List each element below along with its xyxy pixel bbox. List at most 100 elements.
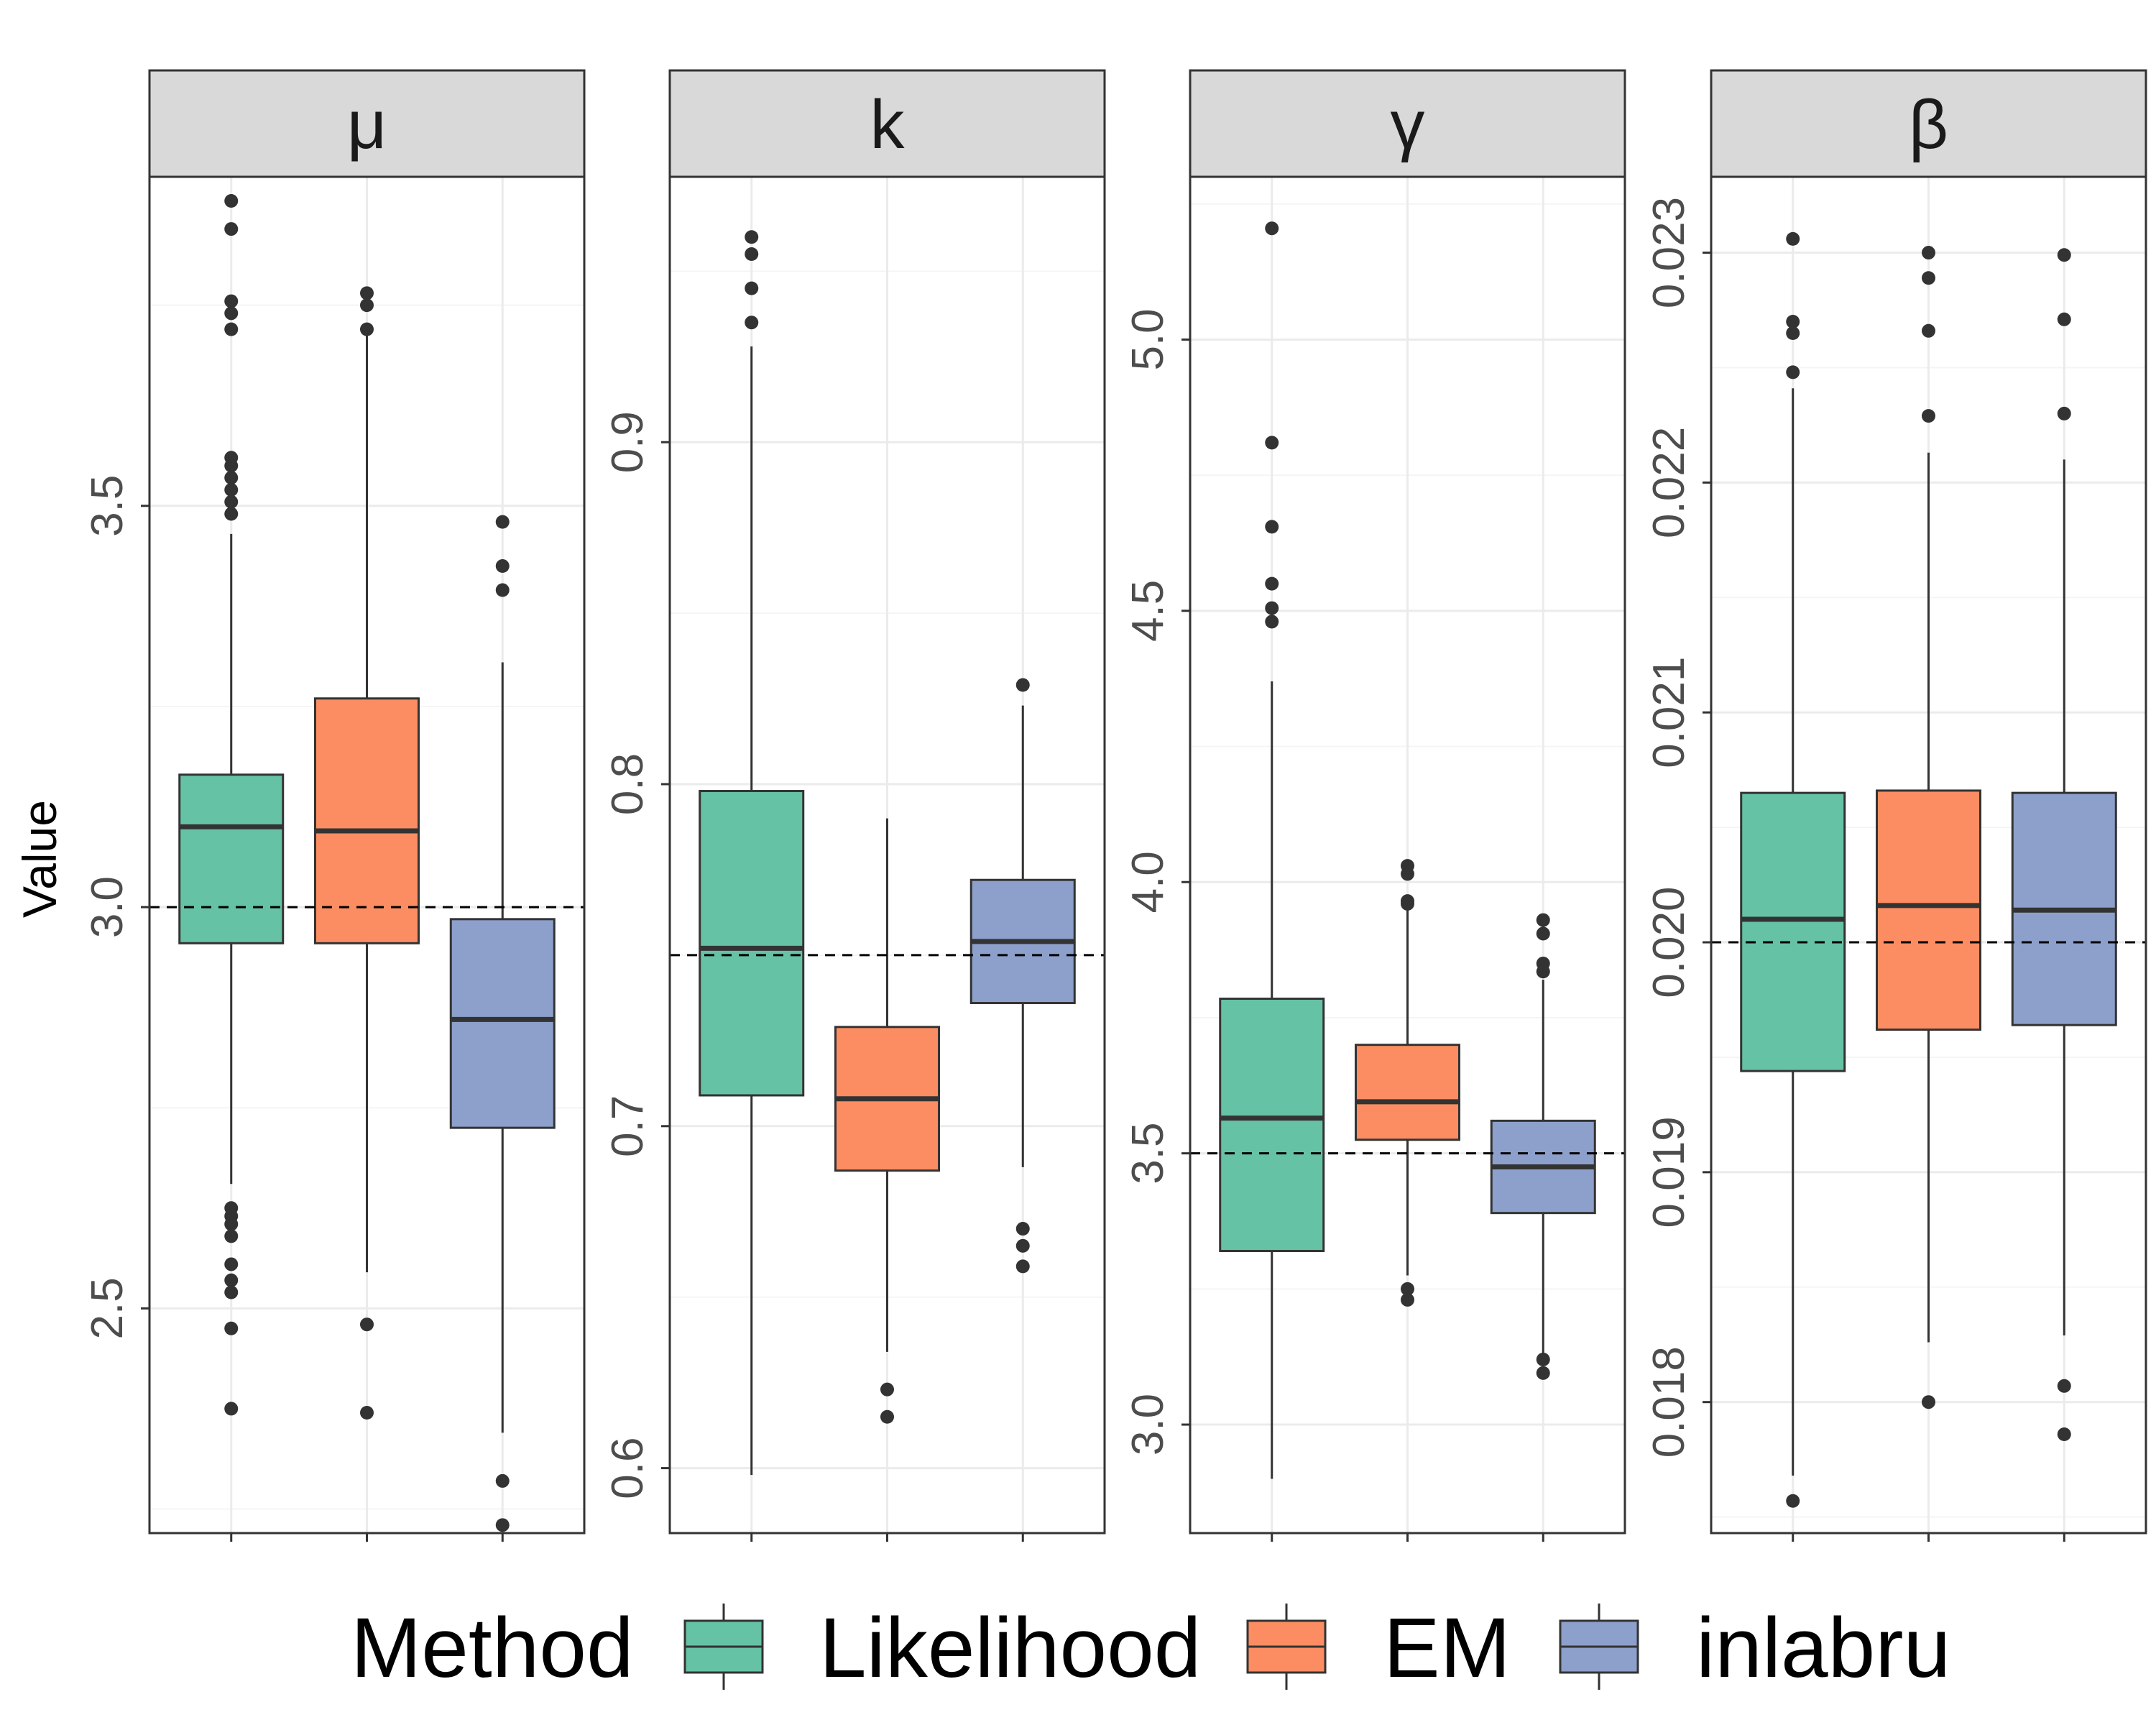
outlier-point <box>1922 1395 1935 1409</box>
box-em <box>1355 859 1460 1307</box>
outlier-point <box>360 1317 374 1332</box>
facet-strip-label: β <box>1909 86 1948 163</box>
outlier-point <box>1015 1222 1030 1236</box>
outlier-point <box>745 247 759 262</box>
outlier-point <box>1401 896 1414 911</box>
facet-panel-4: β 0.018 0.019 0.020 0.021 0.022 0.023 <box>1644 69 2147 1542</box>
y-tick-label: 0.6 <box>603 1437 653 1499</box>
outlier-point <box>224 1229 239 1243</box>
y-tick-label: 0.018 <box>1644 1346 1694 1458</box>
y-tick-label: 3.5 <box>83 475 132 537</box>
y-tick-label: 0.8 <box>603 753 653 815</box>
outlier-point <box>880 1382 894 1397</box>
box-body <box>1355 1044 1460 1141</box>
facet-panel-3: γ 3.0 3.5 4.0 4.5 5.0 <box>1123 69 1626 1542</box>
outlier-point <box>1401 1292 1414 1307</box>
outlier-point <box>224 1402 239 1416</box>
outlier-point <box>745 316 759 330</box>
outlier-point <box>1536 965 1550 979</box>
box-likelihood <box>699 230 805 1476</box>
outlier-point <box>1786 365 1800 380</box>
outlier-point <box>224 471 239 485</box>
box-body <box>178 773 285 944</box>
outlier-point <box>1265 520 1279 534</box>
outlier-point <box>2057 248 2071 262</box>
outlier-point <box>495 583 510 597</box>
facet-strip <box>148 69 586 178</box>
box-body <box>449 918 556 1129</box>
outlier-point <box>1536 913 1550 927</box>
box-inlabru <box>449 515 556 1532</box>
outlier-point <box>224 1321 239 1335</box>
outlier-point <box>224 482 239 497</box>
outlier-point <box>1401 867 1414 881</box>
facet-strip <box>1710 69 2147 178</box>
outlier-point <box>2057 1427 2071 1441</box>
outlier-point <box>1265 601 1279 615</box>
legend-label: EM <box>1383 1601 1511 1696</box>
outlier-point <box>495 559 510 574</box>
outlier-point <box>495 1473 510 1488</box>
legend-key-likelihood <box>683 1604 764 1690</box>
legend-key-em <box>1246 1604 1327 1690</box>
outlier-point <box>2057 312 2071 326</box>
outlier-point <box>360 1406 374 1420</box>
y-tick-label: 0.020 <box>1644 886 1694 998</box>
y-tick-label: 3.5 <box>1123 1123 1173 1184</box>
box-body <box>1876 789 1981 1031</box>
outlier-point <box>224 1257 239 1271</box>
facet-strip-label: k <box>870 86 906 163</box>
box-inlabru <box>2011 248 2117 1441</box>
outlier-point <box>1786 1494 1800 1508</box>
box-likelihood <box>1740 231 1846 1508</box>
outlier-point <box>224 222 239 236</box>
y-tick-label: 2.5 <box>83 1277 132 1339</box>
outlier-point <box>1922 271 1935 285</box>
outlier-point <box>1265 576 1279 591</box>
y-tick-label: 0.9 <box>603 411 653 473</box>
outlier-point <box>1015 678 1030 692</box>
y-tick-label: 4.0 <box>1123 851 1173 913</box>
outlier-point <box>224 322 239 336</box>
facet-panels: μ 2.5 3.0 3.5 k 0.6 0.7 0.8 0.9 γ 3.0 3.5 4.0 4.5 5.0 β… <box>83 69 2147 1542</box>
facet-panel-1: μ 2.5 3.0 3.5 <box>83 69 586 1542</box>
legend-label: Likelihood <box>819 1601 1201 1696</box>
box-likelihood <box>178 193 285 1416</box>
outlier-point <box>1401 1282 1414 1296</box>
outlier-point <box>224 1285 239 1300</box>
legend-title: Method <box>351 1601 634 1696</box>
outlier-point <box>1786 314 1800 328</box>
outlier-point <box>224 294 239 308</box>
legend: Method Likelihood EM inlabru <box>351 1601 1950 1696</box>
outlier-point <box>745 230 759 244</box>
y-tick-label: 0.023 <box>1644 197 1694 308</box>
box-body <box>699 790 805 1097</box>
outlier-point <box>1786 231 1800 246</box>
outlier-point <box>880 1409 894 1424</box>
box-likelihood <box>1219 221 1325 1479</box>
outlier-point <box>745 281 759 295</box>
box-body <box>314 697 420 944</box>
box-em <box>834 818 940 1424</box>
facet-panel-2: k 0.6 0.7 0.8 0.9 <box>603 69 1106 1542</box>
outlier-point <box>1015 1259 1030 1274</box>
box-body <box>1219 998 1325 1253</box>
outlier-point <box>1922 323 1935 338</box>
y-tick-label: 0.7 <box>603 1095 653 1157</box>
outlier-point <box>360 298 374 313</box>
box-em <box>1876 246 1981 1409</box>
y-tick-label: 0.021 <box>1644 657 1694 768</box>
box-inlabru <box>1490 913 1596 1380</box>
outlier-point <box>360 322 374 336</box>
outlier-point <box>1786 326 1800 340</box>
y-tick-label: 5.0 <box>1123 308 1173 370</box>
outlier-point <box>360 286 374 300</box>
outlier-point <box>224 306 239 321</box>
outlier-point <box>224 193 239 208</box>
outlier-point <box>1536 926 1550 941</box>
outlier-point <box>224 1217 239 1231</box>
y-tick-label: 0.022 <box>1644 427 1694 538</box>
y-axis-title: Value <box>13 800 66 918</box>
outlier-point <box>224 494 239 509</box>
